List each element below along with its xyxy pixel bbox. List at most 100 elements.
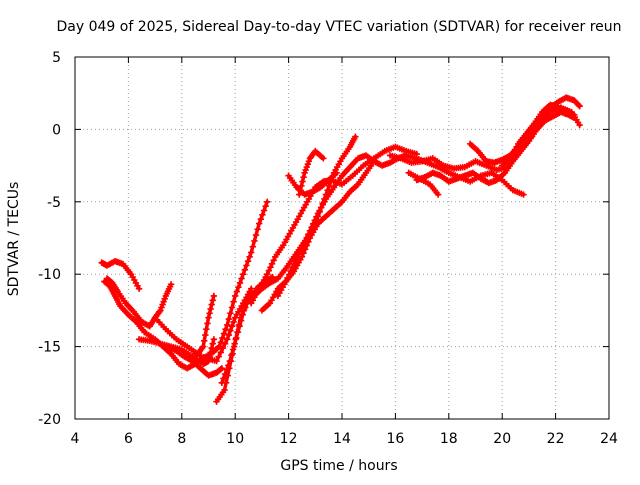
chart-title: Day 049 of 2025, Sidereal Day-to-day VTE… [56,19,621,35]
data-point [223,321,231,329]
data-point-interp [260,207,268,214]
data-point [248,285,255,292]
data-point-interp [254,226,261,233]
data-point-interp [325,182,333,190]
data-point-interp [217,349,224,356]
data-point-interp [249,243,257,250]
data-point-interp [225,315,232,323]
x-tick-label: 16 [386,431,404,447]
data-point-interp [233,334,240,342]
data-point-interp [241,266,249,274]
y-tick-label: 0 [52,122,61,138]
data-point [576,121,583,129]
data-point [223,336,231,343]
data-point [296,191,303,198]
data-point-interp [298,182,305,190]
y-tick-label: -20 [38,412,61,428]
x-tick-label: 14 [333,431,351,447]
data-point-interp [217,339,224,346]
data-point [135,285,143,292]
series-track-3 [103,275,175,330]
data-point [213,357,220,365]
data-point-interp [287,267,294,275]
data-point-interp [228,323,236,330]
data-point-interp [217,365,224,373]
data-point-interp [223,366,230,373]
data-point-interp [309,220,317,228]
x-tick-label: 10 [226,431,244,447]
series-track-18 [499,101,578,169]
data-point-interp [308,224,315,231]
data-point-interp [237,317,245,324]
y-tick-label: -10 [38,267,61,283]
data-point-interp [300,173,307,181]
data-point-interp [313,213,320,221]
data-point-interp [300,241,307,248]
data-point [320,155,327,162]
data-point [218,379,226,386]
data-point-interp [575,101,582,109]
data-point-interp [230,298,237,305]
data-point-interp [215,353,222,360]
data-point-interp [284,274,291,282]
data-point [234,328,242,336]
x-tick-label: 6 [124,431,133,447]
axis-ticks: 4 6 8 10 12 14 16 18 20 22 24 5 0 -5 -10 -15 -20 [38,50,618,447]
x-tick-label: 22 [547,431,565,447]
data-point-interp [301,237,309,245]
data-point-interp [235,284,242,291]
data-point [576,103,583,110]
data-point-interp [230,318,237,326]
data-point-interp [241,305,248,313]
data-point [221,386,228,394]
data-point-interp [227,310,234,317]
data-point-interp [201,337,208,345]
data-point [306,227,314,234]
data-point [210,292,218,300]
x-tick-label: 20 [493,431,511,447]
data-point-interp [225,331,232,339]
series-track-19 [405,169,442,198]
data-point [240,271,247,278]
data-point-interp [268,260,276,267]
data-point [434,191,442,198]
y-tick-label: 5 [52,50,61,66]
data-point [264,271,271,278]
data-point-interp [206,310,213,317]
data-point-interp [265,267,273,274]
data-point-interp [259,211,266,219]
data-point [226,357,234,365]
data-point-interp [231,340,238,347]
data-point-interp [303,234,310,241]
data-point-interp [246,253,253,261]
data-point [264,198,271,205]
data-point-interp [225,362,232,369]
data-point-interp [209,340,216,347]
data-point-interp [208,344,215,352]
x-tick-label: 8 [177,431,186,447]
data-point-interp [228,352,235,359]
y-axis-label: SDTVAR / TECUs [6,182,22,297]
data-point-interp [229,346,237,353]
data-point-interp [227,327,234,334]
data-point-interp [222,326,229,333]
data-point-interp [220,330,228,337]
x-tick-label: 18 [440,431,458,447]
data-point-interp [221,340,229,347]
data-point-interp [243,262,250,269]
data-point-interp [267,264,274,271]
data-point-interp [300,249,307,257]
data-point [199,343,207,350]
data-point [256,220,263,227]
data-point-interp [252,231,260,239]
data-point-interp [311,217,318,224]
data-point-interp [208,301,215,308]
data-point [167,281,175,288]
data-point [215,343,223,350]
x-tick-label: 24 [600,431,618,447]
x-tick-label: 12 [280,431,298,447]
x-tick-label: 4 [71,431,80,447]
